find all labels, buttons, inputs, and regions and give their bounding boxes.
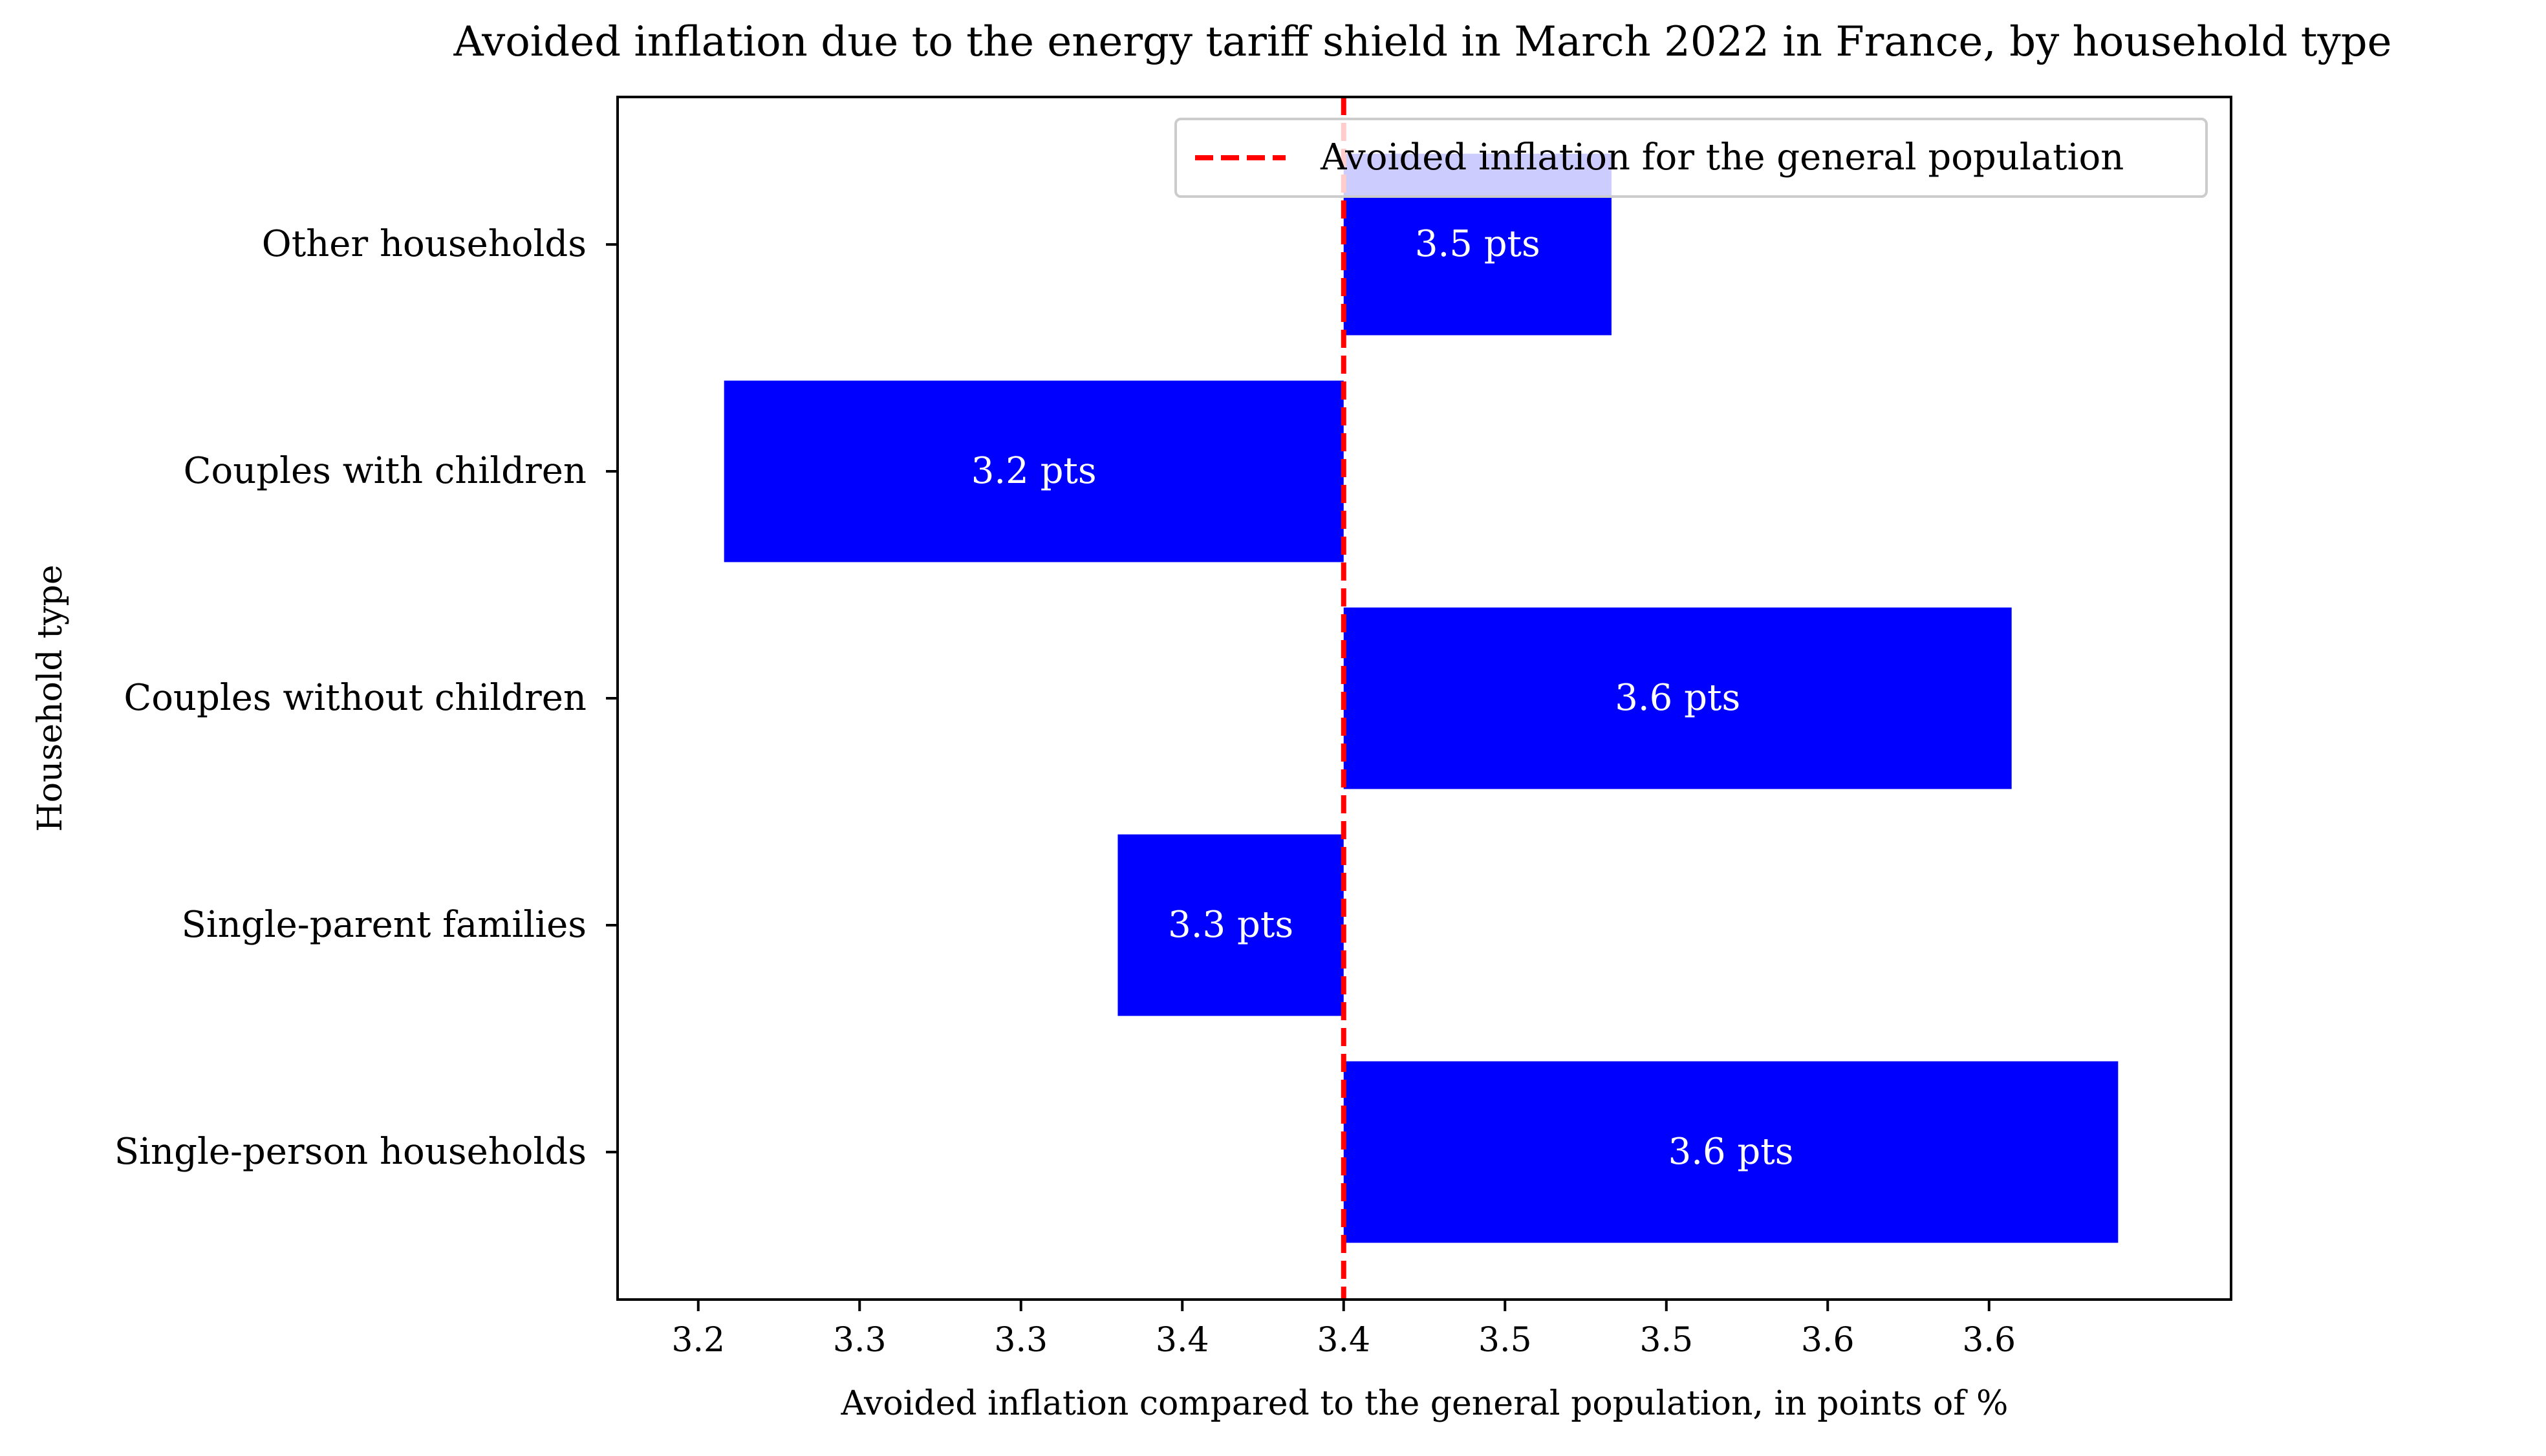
bar <box>1117 834 1344 1016</box>
x-tick-label: 3.3 <box>833 1321 887 1360</box>
x-tick-label: 3.5 <box>1478 1321 1532 1360</box>
bar <box>724 380 1344 562</box>
x-tick-label: 3.4 <box>1317 1321 1370 1360</box>
bar-value-label: 3.3 pts <box>1168 904 1293 946</box>
bar-value-label: 3.6 pts <box>1668 1131 1794 1173</box>
x-tick-label: 3.2 <box>671 1321 725 1360</box>
x-axis-label: Avoided inflation compared to the genera… <box>841 1384 2009 1423</box>
bar <box>1343 607 2012 789</box>
legend-reference-line-label: Avoided inflation for the general popula… <box>1320 136 2124 178</box>
y-tick-label: Couples without children <box>124 677 587 719</box>
x-tick-label: 3.6 <box>1801 1321 1855 1360</box>
bar <box>1343 1061 2119 1243</box>
y-tick-label: Couples with children <box>184 450 587 492</box>
bar-value-label: 3.5 pts <box>1415 223 1540 265</box>
y-tick-label: Other households <box>262 223 587 265</box>
legend-frame <box>1174 118 2208 198</box>
legend: Avoided inflation for the general popula… <box>1174 118 2208 198</box>
chart-title: Avoided inflation due to the energy tari… <box>453 18 2391 66</box>
plot-area: 3.6 pts 3.3 pts 3.6 pts 3.2 pts 3.5 pts 3.2 3.… <box>114 96 2232 1360</box>
y-tick-label: Single-person households <box>114 1131 587 1173</box>
x-tick-label: 3.5 <box>1639 1321 1693 1360</box>
y-axis-label: Household type <box>31 564 70 831</box>
bar-value-label: 3.6 pts <box>1615 677 1740 719</box>
x-tick-label: 3.3 <box>994 1321 1048 1360</box>
x-tick-label: 3.4 <box>1156 1321 1209 1360</box>
x-tick-label: 3.6 <box>1962 1321 2016 1360</box>
bar-value-label: 3.2 pts <box>971 450 1097 492</box>
y-tick-label: Single-parent families <box>182 904 587 946</box>
